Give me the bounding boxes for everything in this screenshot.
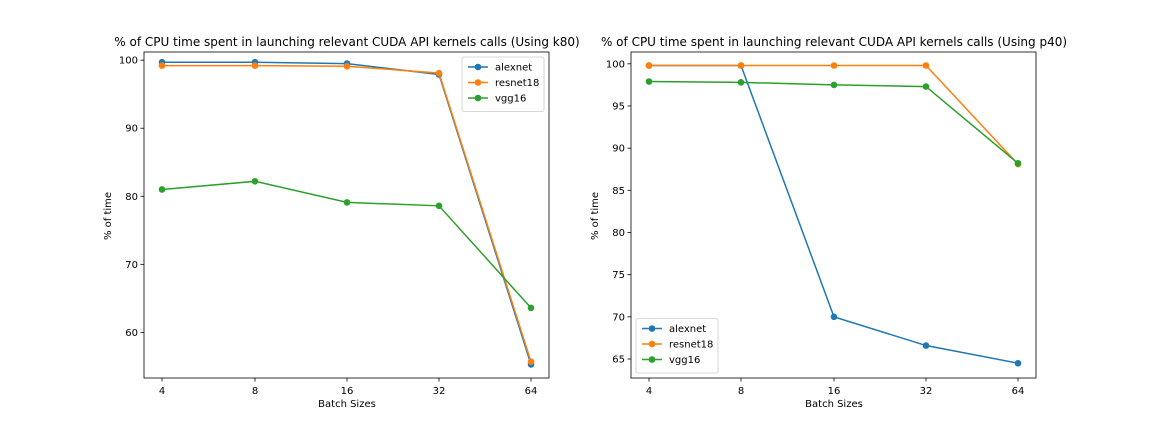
y-tick-label: 85 — [612, 186, 625, 197]
data-point-vgg16 — [343, 199, 351, 206]
chart-p40-xlabel: Batch Sizes — [805, 399, 863, 410]
legend-swatch-marker-resnet18 — [648, 340, 656, 348]
legend-label-vgg16: vgg16 — [495, 94, 526, 105]
data-point-resnet18 — [158, 62, 166, 69]
legend-swatch-marker-vgg16 — [474, 94, 482, 102]
y-tick-label: 90 — [612, 144, 625, 155]
y-tick-label: 70 — [612, 312, 625, 323]
legend-swatch-marker-vgg16 — [648, 356, 656, 363]
data-point-alexnet — [922, 342, 930, 349]
data-point-resnet18 — [922, 62, 930, 69]
y-tick-label: 80 — [125, 192, 138, 203]
y-tick-label: 70 — [125, 260, 138, 271]
data-point-vgg16 — [830, 81, 838, 89]
legend-label-alexnet: alexnet — [669, 324, 706, 335]
data-point-alexnet — [1014, 359, 1022, 367]
x-tick-label: 4 — [646, 386, 652, 397]
x-tick-label: 8 — [252, 386, 258, 397]
data-point-resnet18 — [343, 62, 351, 70]
data-point-vgg16 — [1014, 160, 1022, 167]
x-tick-label: 64 — [525, 386, 538, 397]
y-tick-label: 100 — [119, 56, 138, 67]
y-tick-label: 75 — [612, 270, 625, 281]
legend-swatch-marker-alexnet — [474, 63, 482, 71]
legend-swatch-marker-resnet18 — [474, 79, 482, 86]
data-point-vgg16 — [922, 83, 930, 90]
legend: alexnet resnet18 vgg16 — [461, 56, 545, 112]
legend-label-vgg16: vgg16 — [669, 355, 700, 366]
legend-label-resnet18: resnet18 — [669, 340, 713, 351]
chart-k80-xlabel: Batch Sizes — [318, 399, 376, 410]
x-tick-label: 16 — [341, 386, 354, 397]
y-tick-label: 60 — [125, 328, 138, 339]
data-point-resnet18 — [435, 69, 443, 77]
y-tick-label: 100 — [606, 59, 625, 70]
chart-p40-plot: 4 8 16 32 64 65 70 75 80 85 90 95 100 alexnet resnet18… — [606, 51, 1037, 397]
y-tick-label: 90 — [125, 124, 138, 135]
data-point-vgg16 — [435, 202, 443, 210]
data-point-alexnet — [830, 313, 838, 321]
data-point-resnet18 — [830, 62, 838, 69]
chart-k80-title: % of CPU time spent in launching relevan… — [114, 35, 579, 49]
data-point-resnet18 — [251, 62, 259, 69]
chart-p40-ylabel: % of time — [590, 192, 601, 240]
chart-k80-ylabel: % of time — [103, 192, 114, 240]
data-point-vgg16 — [645, 78, 653, 85]
y-tick-label: 65 — [612, 355, 625, 366]
chart-p40-title: % of CPU time spent in launching relevan… — [601, 35, 1067, 49]
data-point-vgg16 — [737, 79, 745, 86]
chart-k80: % of CPU time spent in launching relevan… — [103, 35, 580, 410]
data-point-resnet18 — [527, 358, 535, 365]
data-point-resnet18 — [645, 62, 653, 69]
data-point-vgg16 — [158, 186, 166, 193]
x-tick-label: 64 — [1012, 386, 1025, 397]
y-tick-label: 80 — [612, 228, 625, 239]
chart-p40: % of CPU time spent in launching relevan… — [590, 35, 1067, 410]
axes-frame — [143, 51, 550, 379]
legend-label-resnet18: resnet18 — [495, 78, 539, 89]
x-tick-label: 32 — [920, 386, 933, 397]
legend-label-alexnet: alexnet — [495, 63, 532, 74]
data-point-resnet18 — [737, 62, 745, 69]
y-tick-label: 95 — [612, 101, 625, 112]
data-point-vgg16 — [527, 304, 535, 312]
legend-swatch-marker-alexnet — [648, 325, 656, 332]
x-tick-label: 4 — [159, 386, 165, 397]
data-point-vgg16 — [251, 178, 259, 185]
x-tick-label: 8 — [738, 386, 744, 397]
legend: alexnet resnet18 vgg16 — [635, 318, 719, 374]
axes-frame — [630, 51, 1037, 379]
x-tick-label: 32 — [433, 386, 446, 397]
x-tick-label: 16 — [828, 386, 841, 397]
chart-k80-plot: 4 8 16 32 64 60 70 80 90 100 alexnet resnet18 vgg16 — [119, 51, 550, 397]
